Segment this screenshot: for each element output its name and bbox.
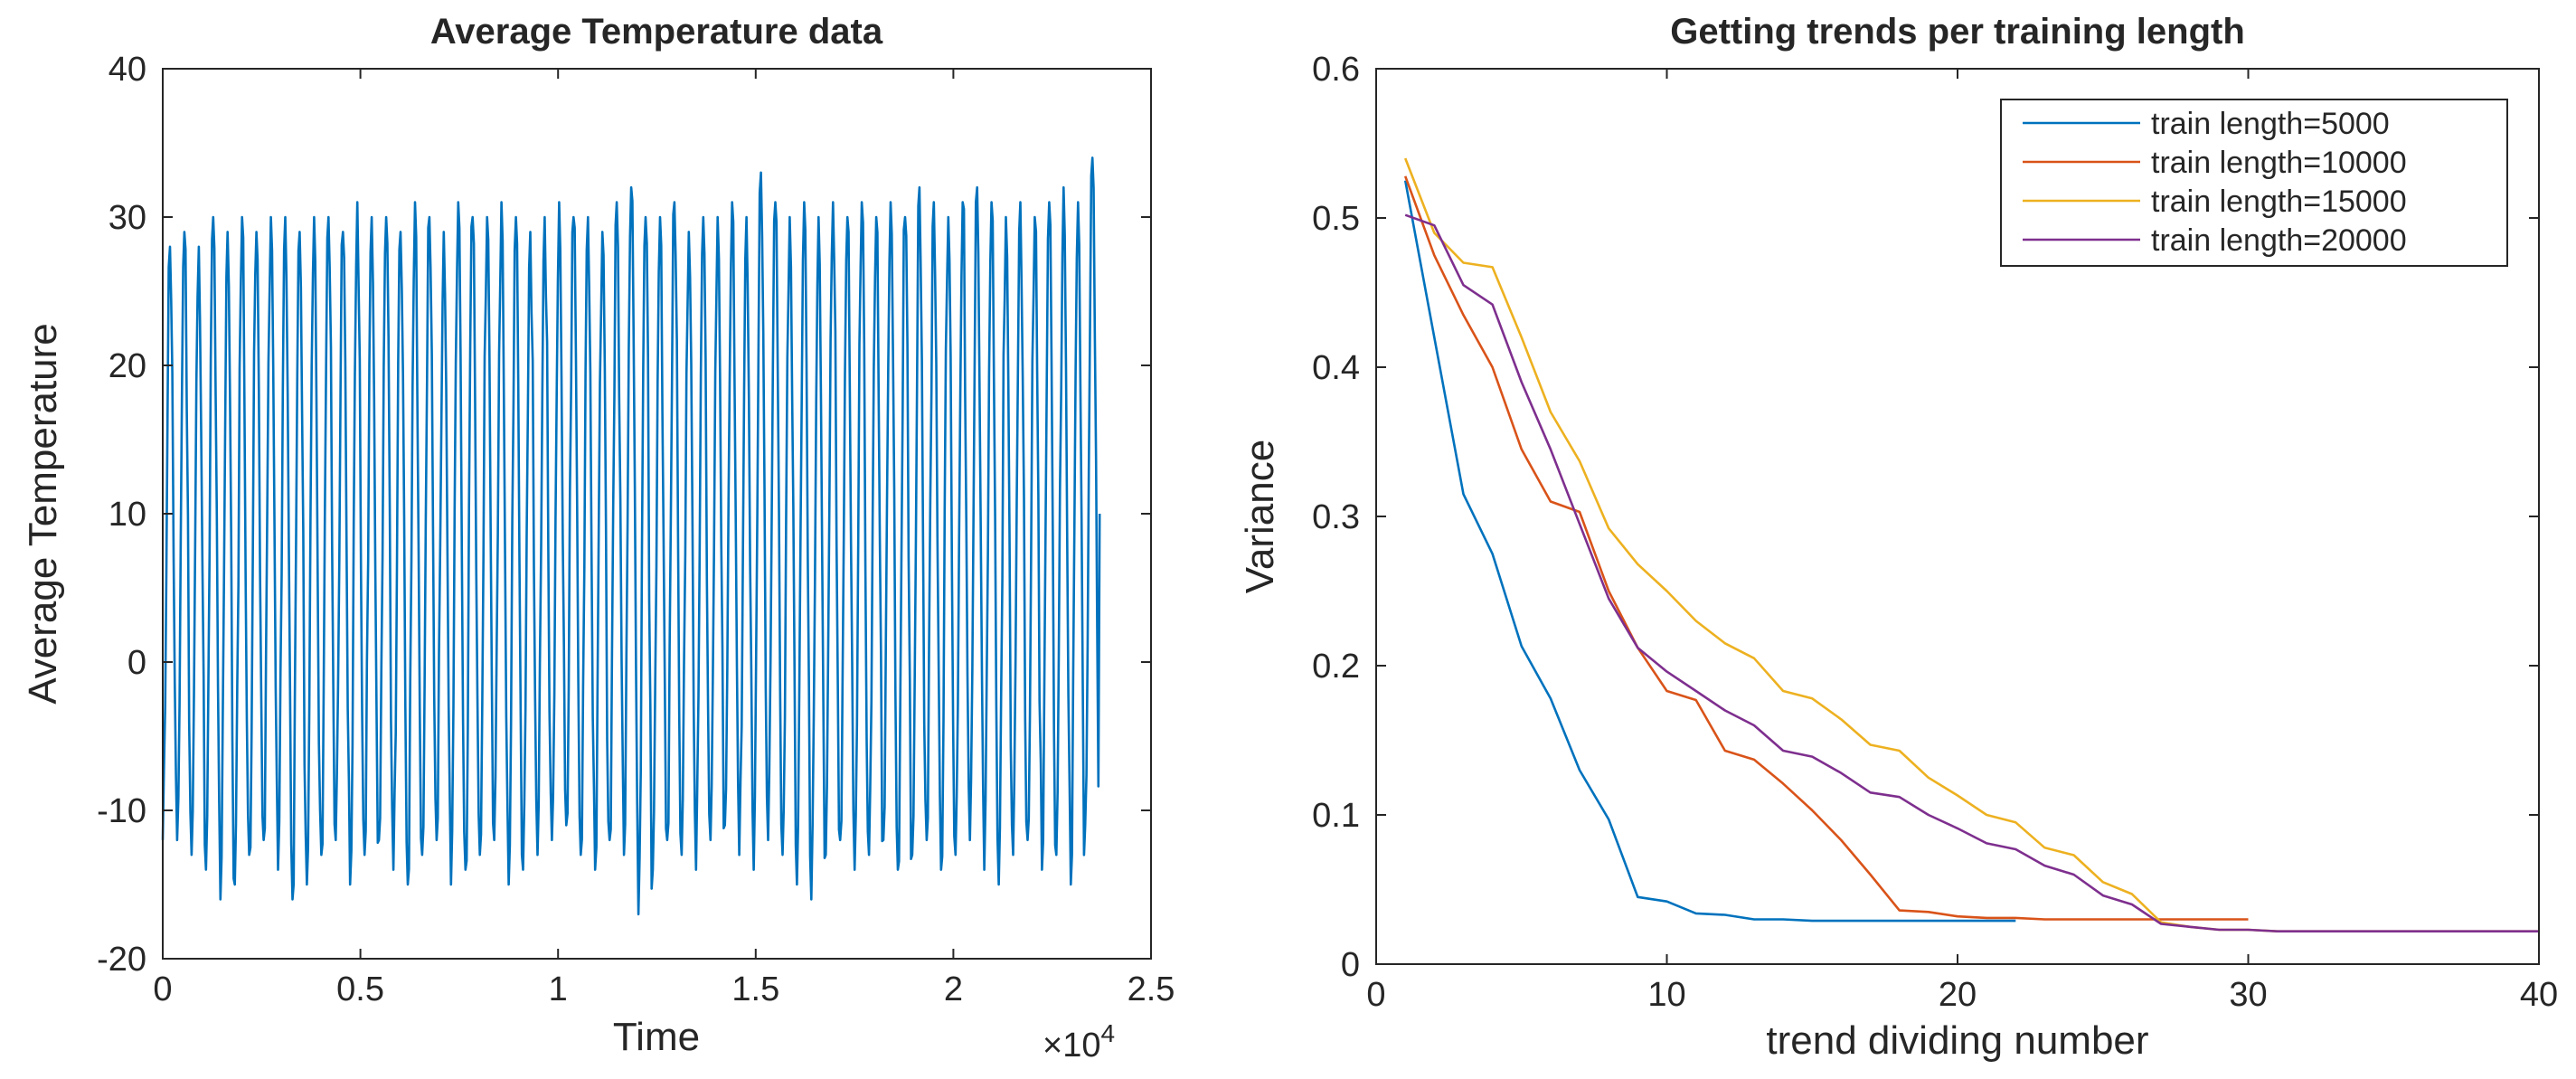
x-tick-label: 0.5 [336,970,384,1008]
legend-label: train length=10000 [2151,146,2407,180]
y-tick-label: 0.2 [1312,648,1360,686]
y-tick-label: -20 [97,941,146,979]
x-tick-label: 30 [2229,976,2267,1014]
legend-item: train length=10000 [2023,146,2407,180]
y-tick-label: 20 [109,347,146,385]
y-tick-label: 40 [109,51,146,89]
series-line-2 [1403,175,2249,921]
x-tick-label: 2 [944,970,963,1008]
series-line-4 [1404,213,2539,932]
plot-area [1403,157,2539,932]
y-tick-label: 0.1 [1312,797,1360,835]
plot-area [161,156,1101,916]
legend-label: train length=5000 [2151,107,2390,141]
x-axis: 0 0.5 1 1.5 2 2.5 [153,69,1175,1008]
x-tick-label: 40 [2520,976,2558,1014]
legend-item: train length=5000 [2023,107,2390,141]
x-axis-multiplier-exponent: 4 [1100,1019,1115,1047]
legend-label: train length=15000 [2151,185,2407,219]
y-tick-label: 0.4 [1312,349,1360,387]
x-axis-multiplier-base: ×10 [1043,1027,1100,1065]
x-tick-label: 0 [153,970,172,1008]
x-tick-label: 1.5 [731,970,779,1008]
x-tick-label: 2.5 [1128,970,1175,1008]
y-axis: -20 -10 0 10 20 30 40 [97,51,1151,979]
x-tick-label: 1 [549,970,568,1008]
chart-background [0,0,1248,1079]
legend-item: train length=15000 [2023,185,2407,219]
y-axis: 0 0.1 0.2 0.3 0.4 0.5 0.6 [1312,51,2539,984]
x-tick-label: 0 [1366,976,1385,1014]
legend-label: train length=20000 [2151,223,2407,258]
y-axis-label: Variance [1238,440,1282,593]
y-tick-label: 10 [109,496,146,534]
legend-item: train length=20000 [2023,223,2407,258]
y-axis-label: Average Temperature [21,323,65,705]
x-axis: 0 10 20 30 40 [1366,69,2558,1014]
x-axis-label: trend dividing number [1766,1018,2148,1063]
y-tick-label: -10 [97,792,146,830]
series-line-average-temperature [161,156,1101,916]
y-tick-label: 0.6 [1312,51,1360,89]
y-tick-label: 0 [1341,946,1360,984]
y-tick-label: 30 [109,199,146,237]
x-axis-multiplier: ×104 [1043,1019,1115,1065]
x-tick-label: 20 [1939,976,1977,1014]
temperature-chart: Average Temperature data 0 0.5 1 1.5 2 2.5 -2… [0,0,1248,1079]
y-tick-label: 0 [127,644,146,682]
chart-title: Getting trends per training length [1670,12,2245,52]
y-tick-label: 0.5 [1312,200,1360,238]
legend: train length=5000 train length=10000 train… [2000,99,2508,267]
variance-chart: Getting trends per training length 0 10 20… [1238,12,2558,1063]
legend-box [2000,99,2508,267]
y-tick-label: 0.3 [1312,498,1360,536]
x-tick-label: 10 [1647,976,1685,1014]
series-line-1 [1403,180,2016,923]
chart-title: Average Temperature data [430,12,883,52]
series-line-3 [1403,157,2539,932]
x-axis-label: Time [613,1015,700,1059]
